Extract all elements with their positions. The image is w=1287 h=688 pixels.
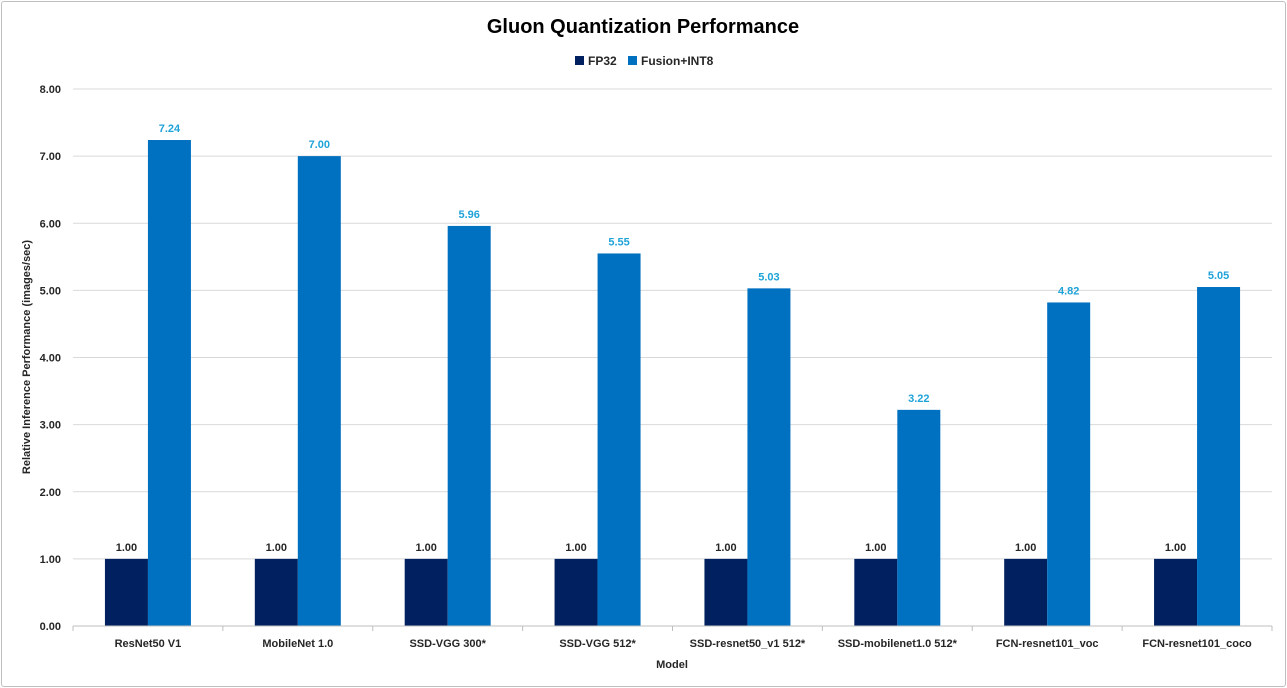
- x-tick-label: SSD-VGG 300*: [409, 638, 486, 650]
- bar-fusion-int8: [297, 156, 341, 626]
- bar-fusion-int8: [597, 253, 641, 627]
- bar-fp32: [104, 558, 148, 626]
- bar-fusion-int8: [447, 225, 491, 626]
- bar-fusion-int8: [1197, 287, 1241, 626]
- y-tick-label: 6.00: [40, 218, 61, 230]
- data-label-fusion-int8: 5.05: [1208, 270, 1229, 282]
- y-tick-label: 7.00: [40, 151, 61, 163]
- data-label-fusion-int8: 5.55: [608, 236, 629, 248]
- data-label-fp32: 1.00: [266, 542, 287, 554]
- y-tick-label: 0.00: [40, 621, 61, 633]
- bar-fusion-int8: [897, 409, 941, 626]
- data-label-fusion-int8: 3.22: [908, 393, 929, 405]
- data-label-fp32: 1.00: [715, 542, 736, 554]
- legend-label-fp32: FP32: [588, 54, 617, 68]
- bar-fusion-int8: [747, 288, 791, 626]
- x-tick-label: SSD-VGG 512*: [559, 638, 636, 650]
- legend-item-fusion-int8: Fusion+INT8: [628, 54, 714, 68]
- data-label-fp32: 1.00: [565, 542, 586, 554]
- legend-swatch-fp32: [575, 56, 584, 65]
- legend-item-fp32: FP32: [575, 54, 617, 68]
- x-tick-label: FCN-resnet101_coco: [1142, 638, 1252, 650]
- x-tick-label: SSD-resnet50_v1 512*: [690, 638, 806, 650]
- bar-fp32: [854, 558, 898, 626]
- y-tick-label: 2.00: [40, 487, 61, 499]
- bar-fp32: [1004, 558, 1048, 626]
- data-label-fusion-int8: 7.00: [309, 139, 330, 151]
- data-label-fp32: 1.00: [116, 542, 137, 554]
- bar-fusion-int8: [147, 140, 191, 626]
- y-tick-label: 4.00: [40, 353, 61, 365]
- bar-fp32: [1154, 558, 1198, 626]
- x-axis-ticks: ResNet50 V1 MobileNet 1.0 SSD-VGG 300* SSD-…: [72, 626, 1273, 650]
- y-tick-label: 1.00: [40, 554, 61, 566]
- data-label-fp32: 1.00: [865, 542, 886, 554]
- x-tick-label: MobileNet 1.0: [262, 638, 333, 650]
- chart-title: Gluon Quantization Performance: [487, 16, 799, 38]
- gridlines: [73, 88, 1272, 560]
- y-tick-label: 5.00: [40, 285, 61, 297]
- bars: [104, 140, 1241, 627]
- x-axis-label: Model: [656, 659, 688, 671]
- bar-fp32: [704, 558, 748, 626]
- data-label-fusion-int8: 5.96: [458, 209, 479, 221]
- bar-fusion-int8: [1047, 302, 1091, 626]
- y-tick-label: 8.00: [40, 84, 61, 96]
- legend-swatch-fusion-int8: [628, 56, 637, 65]
- y-axis-ticks: 0.00 1.00 2.00 3.00 4.00 5.00 6.00 7.00 8.00: [40, 84, 61, 633]
- x-tick-label: FCN-resnet101_voc: [996, 638, 1099, 650]
- x-tick-label: SSD-mobilenet1.0 512*: [838, 638, 958, 650]
- data-label-fusion-int8: 4.82: [1058, 285, 1079, 297]
- data-label-fp32: 1.00: [1165, 542, 1186, 554]
- bar-fp32: [554, 558, 598, 626]
- data-labels: 1.00 7.24 1.00 7.00 1.00 5.96 1.00 5.55 1.00 5.03…: [116, 123, 1230, 554]
- data-label-fp32: 1.00: [415, 542, 436, 554]
- bar-fp32: [254, 558, 298, 626]
- data-label-fusion-int8: 7.24: [159, 123, 181, 135]
- legend-label-fusion-int8: Fusion+INT8: [641, 54, 714, 68]
- y-axis-label: Relative Inference Performance (images/s…: [21, 240, 33, 475]
- legend: FP32 Fusion+INT8: [575, 54, 714, 68]
- y-tick-label: 3.00: [40, 420, 61, 432]
- x-tick-label: ResNet50 V1: [115, 638, 182, 650]
- data-label-fp32: 1.00: [1015, 542, 1036, 554]
- data-label-fusion-int8: 5.03: [758, 271, 779, 283]
- bar-fp32: [404, 558, 448, 626]
